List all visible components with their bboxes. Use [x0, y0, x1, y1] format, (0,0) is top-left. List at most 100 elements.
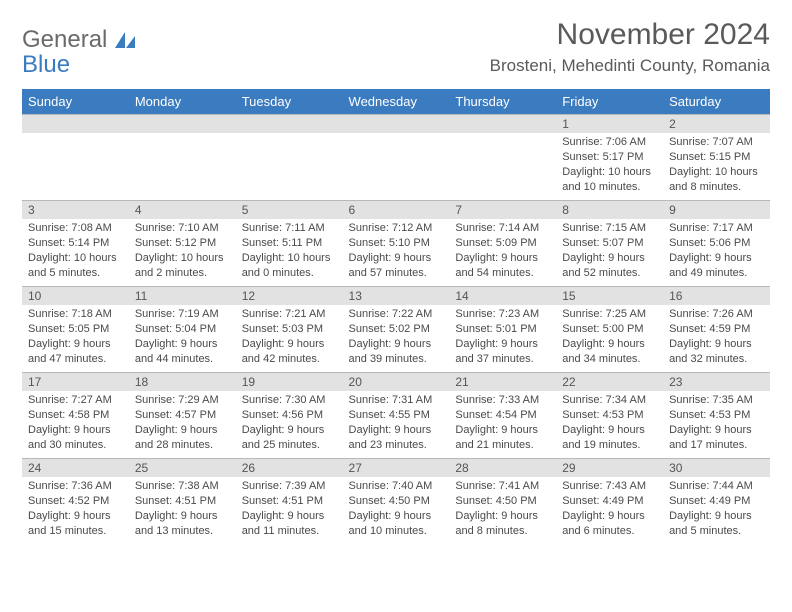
calendar-cell: 24 Sunrise: 7:36 AMSunset: 4:52 PMDayligh… [22, 459, 129, 545]
weekday-header: Tuesday [236, 89, 343, 115]
empty-daynum-bar [449, 115, 556, 133]
calendar-cell: 25Sunrise: 7:38 AMSunset: 4:51 PMDayligh… [129, 459, 236, 545]
daylight-line: Daylight: 9 hours and 13 minutes. [135, 509, 230, 539]
calendar-cell: 6Sunrise: 7:12 AMSunset: 5:10 PMDaylight… [343, 201, 450, 287]
logo: General Blue [22, 26, 136, 79]
sunset-line: Sunset: 5:15 PM [669, 150, 764, 165]
sunrise-line: Sunrise: 7:22 AM [349, 307, 444, 322]
sunrise-line: Sunrise: 7:06 AM [562, 135, 657, 150]
daylight-line: Daylight: 9 hours and 47 minutes. [28, 337, 123, 367]
day-details: Sunrise: 7:30 AMSunset: 4:56 PMDaylight:… [236, 391, 343, 456]
daylight-line: Daylight: 10 hours and 10 minutes. [562, 165, 657, 195]
daylight-line: Daylight: 9 hours and 11 minutes. [242, 509, 337, 539]
calendar-cell: 28Sunrise: 7:41 AMSunset: 4:50 PMDayligh… [449, 459, 556, 545]
daylight-line: Daylight: 9 hours and 32 minutes. [669, 337, 764, 367]
daylight-line: Daylight: 10 hours and 5 minutes. [28, 251, 123, 281]
weekday-header: Wednesday [343, 89, 450, 115]
sunrise-line: Sunrise: 7:39 AM [242, 479, 337, 494]
day-number: 12 [236, 287, 343, 305]
empty-daynum-bar [22, 115, 129, 133]
day-number: 30 [663, 459, 770, 477]
calendar-cell: 1Sunrise: 7:06 AMSunset: 5:17 PMDaylight… [556, 115, 663, 201]
daylight-line: Daylight: 9 hours and 15 minutes. [28, 509, 123, 539]
day-number: 18 [129, 373, 236, 391]
day-details: Sunrise: 7:33 AMSunset: 4:54 PMDaylight:… [449, 391, 556, 456]
header: General Blue November 2024 Brosteni, Meh… [22, 18, 770, 79]
calendar-cell: 15Sunrise: 7:25 AMSunset: 5:00 PMDayligh… [556, 287, 663, 373]
daylight-line: Daylight: 9 hours and 44 minutes. [135, 337, 230, 367]
day-details: Sunrise: 7:12 AMSunset: 5:10 PMDaylight:… [343, 219, 450, 284]
daylight-line: Daylight: 9 hours and 42 minutes. [242, 337, 337, 367]
day-number: 11 [129, 287, 236, 305]
calendar-cell [22, 115, 129, 201]
sunset-line: Sunset: 4:49 PM [669, 494, 764, 509]
sunrise-line: Sunrise: 7:17 AM [669, 221, 764, 236]
sunrise-line: Sunrise: 7:12 AM [349, 221, 444, 236]
calendar-cell: 17Sunrise: 7:27 AMSunset: 4:58 PMDayligh… [22, 373, 129, 459]
daylight-line: Daylight: 9 hours and 8 minutes. [455, 509, 550, 539]
sunrise-line: Sunrise: 7:15 AM [562, 221, 657, 236]
sunrise-line: Sunrise: 7:43 AM [562, 479, 657, 494]
sunrise-line: Sunrise: 7:38 AM [135, 479, 230, 494]
day-number: 25 [129, 459, 236, 477]
sunrise-line: Sunrise: 7:07 AM [669, 135, 764, 150]
day-number: 8 [556, 201, 663, 219]
calendar-cell [449, 115, 556, 201]
sunset-line: Sunset: 5:12 PM [135, 236, 230, 251]
day-details: Sunrise: 7:23 AMSunset: 5:01 PMDaylight:… [449, 305, 556, 370]
daylight-line: Daylight: 10 hours and 2 minutes. [135, 251, 230, 281]
sunrise-line: Sunrise: 7:41 AM [455, 479, 550, 494]
sunset-line: Sunset: 5:02 PM [349, 322, 444, 337]
sunrise-line: Sunrise: 7:44 AM [669, 479, 764, 494]
day-number: 9 [663, 201, 770, 219]
sunrise-line: Sunrise: 7:29 AM [135, 393, 230, 408]
day-details: Sunrise: 7:21 AMSunset: 5:03 PMDaylight:… [236, 305, 343, 370]
sunset-line: Sunset: 5:10 PM [349, 236, 444, 251]
day-number: 2 [663, 115, 770, 133]
calendar-cell: 23Sunrise: 7:35 AMSunset: 4:53 PMDayligh… [663, 373, 770, 459]
day-details: Sunrise: 7:39 AMSunset: 4:51 PMDaylight:… [236, 477, 343, 542]
day-details: Sunrise: 7:43 AMSunset: 4:49 PMDaylight:… [556, 477, 663, 542]
calendar-week-row: 17Sunrise: 7:27 AMSunset: 4:58 PMDayligh… [22, 373, 770, 459]
day-number: 17 [22, 373, 129, 391]
weekday-header-row: Sunday Monday Tuesday Wednesday Thursday… [22, 89, 770, 115]
daylight-line: Daylight: 9 hours and 21 minutes. [455, 423, 550, 453]
sunset-line: Sunset: 4:53 PM [669, 408, 764, 423]
sunrise-line: Sunrise: 7:36 AM [28, 479, 123, 494]
day-number: 21 [449, 373, 556, 391]
day-details: Sunrise: 7:15 AMSunset: 5:07 PMDaylight:… [556, 219, 663, 284]
sunset-line: Sunset: 4:52 PM [28, 494, 123, 509]
sunset-line: Sunset: 4:57 PM [135, 408, 230, 423]
day-details: Sunrise: 7:10 AMSunset: 5:12 PMDaylight:… [129, 219, 236, 284]
sunrise-line: Sunrise: 7:08 AM [28, 221, 123, 236]
weekday-header: Saturday [663, 89, 770, 115]
sunset-line: Sunset: 4:51 PM [242, 494, 337, 509]
daylight-line: Daylight: 9 hours and 52 minutes. [562, 251, 657, 281]
day-number: 20 [343, 373, 450, 391]
day-number: 26 [236, 459, 343, 477]
day-details: Sunrise: 7:08 AMSunset: 5:14 PMDaylight:… [22, 219, 129, 284]
calendar-cell: 8Sunrise: 7:15 AMSunset: 5:07 PMDaylight… [556, 201, 663, 287]
weekday-header: Thursday [449, 89, 556, 115]
calendar-cell [129, 115, 236, 201]
day-number: 24 [22, 459, 129, 477]
calendar-cell: 27Sunrise: 7:40 AMSunset: 4:50 PMDayligh… [343, 459, 450, 545]
daylight-line: Daylight: 9 hours and 34 minutes. [562, 337, 657, 367]
calendar-cell: 5Sunrise: 7:11 AMSunset: 5:11 PMDaylight… [236, 201, 343, 287]
sunset-line: Sunset: 4:55 PM [349, 408, 444, 423]
daylight-line: Daylight: 9 hours and 17 minutes. [669, 423, 764, 453]
day-number: 7 [449, 201, 556, 219]
day-details: Sunrise: 7:27 AMSunset: 4:58 PMDaylight:… [22, 391, 129, 456]
day-number: 10 [22, 287, 129, 305]
sunrise-line: Sunrise: 7:34 AM [562, 393, 657, 408]
daylight-line: Daylight: 10 hours and 8 minutes. [669, 165, 764, 195]
day-number: 6 [343, 201, 450, 219]
calendar-cell: 19Sunrise: 7:30 AMSunset: 4:56 PMDayligh… [236, 373, 343, 459]
day-details: Sunrise: 7:19 AMSunset: 5:04 PMDaylight:… [129, 305, 236, 370]
calendar-body: 1Sunrise: 7:06 AMSunset: 5:17 PMDaylight… [22, 115, 770, 545]
calendar-cell: 13Sunrise: 7:22 AMSunset: 5:02 PMDayligh… [343, 287, 450, 373]
daylight-line: Daylight: 9 hours and 37 minutes. [455, 337, 550, 367]
day-details: Sunrise: 7:31 AMSunset: 4:55 PMDaylight:… [343, 391, 450, 456]
logo-sail-icon [114, 30, 136, 55]
location-subtitle: Brosteni, Mehedinti County, Romania [490, 56, 770, 76]
